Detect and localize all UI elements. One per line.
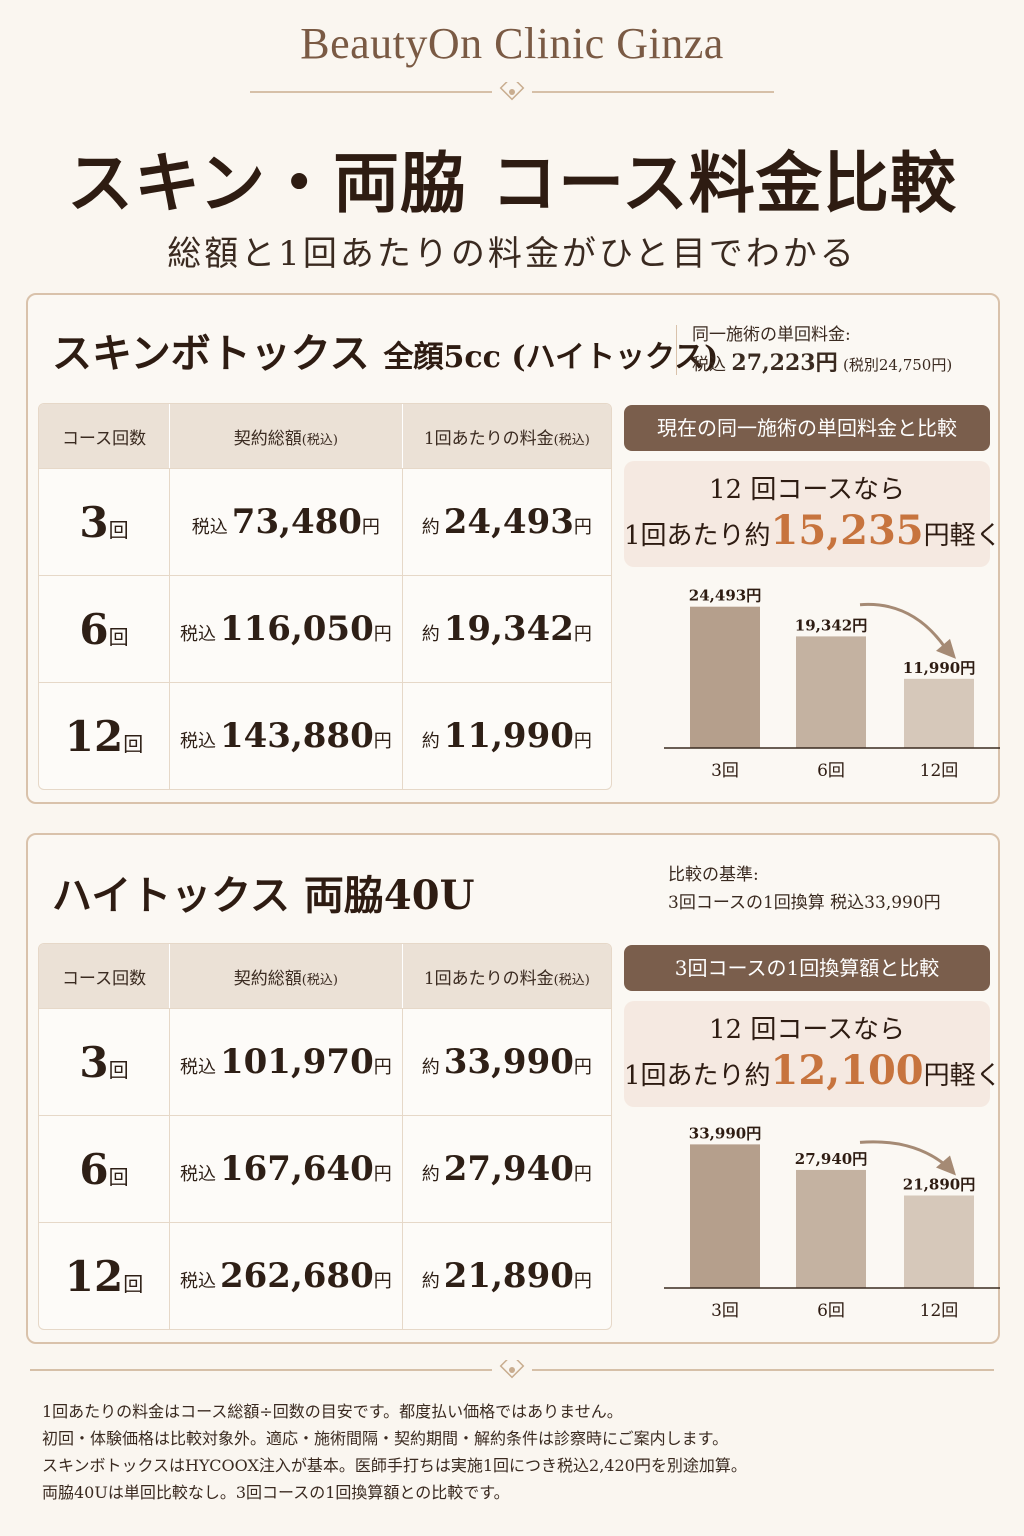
clinic-name: BeautyOn Clinic Ginza xyxy=(300,19,724,68)
trend-arrow xyxy=(859,602,948,650)
comparison-basis-note: 比較の基準: 3回コースの1回換算 税込33,990円 xyxy=(668,865,941,913)
footnote: 両脇40Uは単回比較なし。3回コースの1回換算額との比較です。 xyxy=(42,1483,510,1502)
note-divider xyxy=(676,325,677,375)
x-tick-label: 3回 xyxy=(711,1301,739,1321)
savings-amount: 12,100 xyxy=(770,1047,924,1094)
bottom-divider-ornament xyxy=(30,1360,994,1379)
bar xyxy=(904,678,974,748)
compare-header: 現在の同一施術の単回料金と比較 xyxy=(624,405,990,451)
savings-box: 12 回コースなら 1回あたり約12,100円軽く xyxy=(624,1001,1002,1107)
x-tick-label: 12回 xyxy=(920,1301,959,1321)
trend-arrow-head xyxy=(936,1155,956,1176)
table-row: 6回 税込 167,640円 約 27,940円 xyxy=(39,1115,611,1222)
col-header-per: 1回あたりの料金(税込) xyxy=(402,404,611,468)
single-price-note: 同一施術の単回料金: 税込 27,223円 (税別24,750円) xyxy=(692,325,953,376)
table-row: 3回 税込 101,970円 約 33,990円 xyxy=(39,1008,611,1115)
per-session-bar-chart: 24,493円 3回 19,342円 6回 11,990円 12回 xyxy=(624,580,1004,790)
price-table: コース回数 契約総額(税込) 1回あたりの料金(税込) 3回 税込 73,480円… xyxy=(38,403,612,790)
card-title: ハイトックス 両脇40U xyxy=(52,872,475,919)
bar-value-label: 27,940円 xyxy=(795,1150,867,1168)
table-row: 3回 税込 73,480円 約 24,493円 xyxy=(39,468,611,575)
col-header-count: コース回数 xyxy=(39,944,171,1008)
col-header-total: 契約総額(税込) xyxy=(170,944,403,1008)
price-table: コース回数 契約総額(税込) 1回あたりの料金(税込) 3回 税込 101,970… xyxy=(38,943,612,1330)
trend-arrow-head xyxy=(936,638,956,659)
bar xyxy=(690,1144,760,1288)
card-title: スキンボトックス 全顔5cc (ハイトックス) xyxy=(52,330,719,377)
card-title-sub: 全顔5cc (ハイトックス) xyxy=(383,340,719,375)
x-tick-label: 12回 xyxy=(920,761,959,781)
bar xyxy=(796,1169,866,1288)
table-row: 6回 税込 116,050円 約 19,342円 xyxy=(39,575,611,682)
table-row: 12回 税込 262,680円 約 21,890円 xyxy=(39,1222,611,1329)
x-tick-label: 6回 xyxy=(817,1301,845,1321)
top-divider-ornament xyxy=(250,82,774,101)
bar xyxy=(690,606,760,748)
page-subtitle: 総額と1回あたりの料金がひと目でわかる xyxy=(167,234,857,274)
trend-arrow xyxy=(859,1140,947,1167)
bar-value-label: 19,342円 xyxy=(795,616,867,634)
per-session-bar-chart: 33,990円 3回 27,940円 6回 21,890円 12回 xyxy=(624,1120,1004,1330)
col-header-per: 1回あたりの料金(税込) xyxy=(402,944,611,1008)
bar-value-label: 11,990円 xyxy=(903,659,975,677)
bar-value-label: 24,493円 xyxy=(689,587,761,605)
savings-amount: 15,235 xyxy=(770,507,924,554)
compare-header: 3回コースの1回換算額と比較 xyxy=(624,945,990,991)
hitox-armpit-card: ハイトックス 両脇40U 比較の基準: 3回コースの1回換算 税込33,990円… xyxy=(26,833,1002,1344)
bar-value-label: 33,990円 xyxy=(689,1124,761,1142)
footnotes: 1回あたりの料金はコース総額÷回数の目安です。都度払い価格ではありません。 初回… xyxy=(42,1398,992,1506)
footnote: 1回あたりの料金はコース総額÷回数の目安です。都度払い価格ではありません。 xyxy=(42,1402,623,1421)
table-row: 12回 税込 143,880円 約 11,990円 xyxy=(39,682,611,789)
col-header-total: 契約総額(税込) xyxy=(170,404,403,468)
bar xyxy=(904,1195,974,1288)
footnote: スキンボトックスはHYCOOX注入が基本。医師手打ちは実施1回につき税込2,42… xyxy=(42,1456,747,1475)
bar xyxy=(796,636,866,748)
page-title: スキン・両脇 コース料金比較 xyxy=(67,144,957,222)
x-tick-label: 6回 xyxy=(817,761,845,781)
footnote: 初回・体験価格は比較対象外。適応・施術間隔・契約期間・解約条件は診察時にご案内し… xyxy=(42,1429,729,1448)
savings-box: 12 回コースなら 1回あたり約15,235円軽く xyxy=(624,461,1002,567)
col-header-count: コース回数 xyxy=(39,404,171,468)
bar-value-label: 21,890円 xyxy=(903,1176,975,1194)
x-tick-label: 3回 xyxy=(711,761,739,781)
skin-botox-card: スキンボトックス 全顔5cc (ハイトックス) 同一施術の単回料金: 税込 27… xyxy=(26,293,1002,804)
